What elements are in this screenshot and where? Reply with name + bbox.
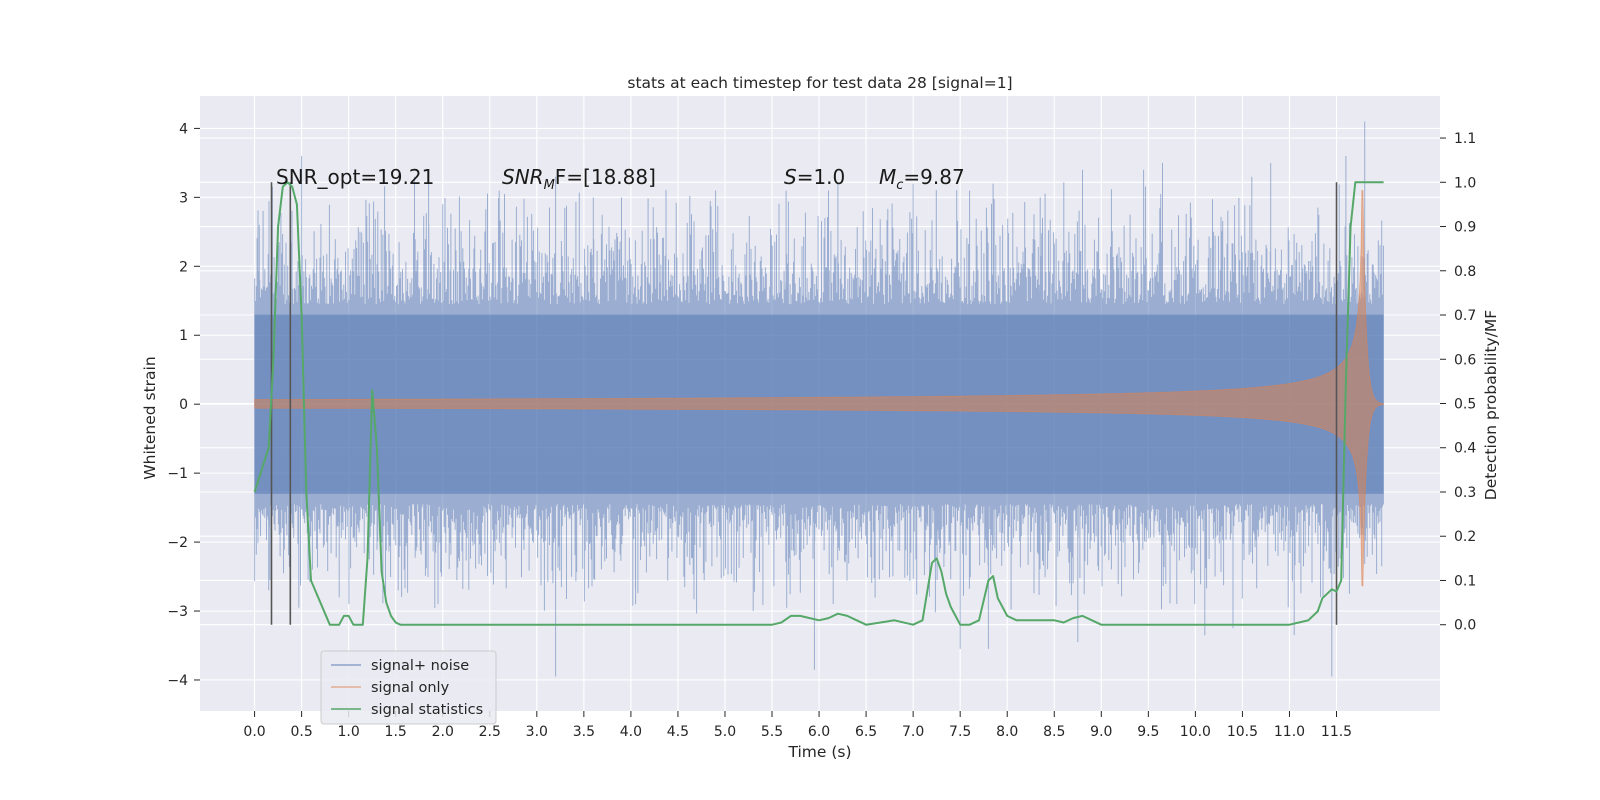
y-axis-label: Whitened strain [141, 356, 159, 479]
chart-title: stats at each timestep for test data 28 … [627, 74, 1012, 92]
annotation-mc: Mc=9.87 [879, 165, 965, 193]
x-tick-label: 2.5 [479, 724, 501, 740]
annotation-snr-mf: SNRMF=[18.88] [502, 165, 656, 193]
y-right-tick-label: 1.0 [1454, 175, 1476, 191]
y-right-axis-label: Detection probability/MF [1482, 310, 1500, 501]
x-tick-label: 5.5 [761, 724, 783, 740]
x-tick-label: 4.5 [667, 724, 689, 740]
series-layer [253, 121, 1384, 677]
y-right-tick-label: 0.2 [1454, 529, 1476, 545]
y-tick-label: −1 [167, 466, 188, 482]
y-right-tick-label: 0.1 [1454, 573, 1476, 589]
legend-label-signal-noise: signal+ noise [371, 658, 469, 674]
y-tick-label: 1 [179, 328, 188, 344]
y-tick-label: 2 [179, 259, 188, 275]
x-tick-label: 11.5 [1321, 724, 1352, 740]
legend: signal+ noise signal only signal statist… [320, 650, 497, 725]
x-tick-label: 7.5 [949, 724, 971, 740]
x-tick-label: 7.0 [902, 724, 924, 740]
legend-box [320, 650, 497, 725]
y-tick-label: 0 [179, 397, 188, 413]
annotation-snr-opt: SNR_opt=19.21 [276, 165, 434, 189]
y-tick-label: 4 [179, 121, 188, 137]
y-right-tick-label: 0.3 [1454, 485, 1476, 501]
x-tick-label: 10.5 [1227, 724, 1258, 740]
x-tick-label: 2.0 [432, 724, 454, 740]
legend-label-signal-statistics: signal statistics [371, 702, 483, 718]
axes-layer: 0.0 0.5 1.0 1.5 2.0 2.5 3.0 3.5 4.0 4.5 5.0 5.5 6.0 6… [167, 121, 1476, 740]
y-right-tick-label: 1.1 [1454, 131, 1476, 147]
annotation-s: S=1.0 [784, 165, 845, 189]
x-tick-label: 9.5 [1137, 724, 1159, 740]
x-tick-label: 5.0 [714, 724, 736, 740]
series-signal-statistics [253, 181, 1384, 626]
x-axis-label: Time (s) [787, 743, 851, 761]
x-tick-label: 1.5 [385, 724, 407, 740]
x-tick-label: 0.5 [290, 724, 312, 740]
x-tick-label: 6.5 [855, 724, 877, 740]
x-tick-label: 3.5 [573, 724, 595, 740]
x-tick-label: 8.0 [996, 724, 1018, 740]
series-signal-only [254, 190, 1384, 587]
y-right-tick-label: 0.0 [1454, 618, 1476, 634]
y-right-tick-label: 0.4 [1454, 441, 1476, 457]
y-right-tick-label: 0.9 [1454, 220, 1476, 236]
x-tick-label: 0.0 [243, 724, 265, 740]
y-right-tick-label: 0.5 [1454, 397, 1476, 413]
y-tick-label: −2 [167, 535, 188, 551]
x-tick-label: 9.0 [1090, 724, 1112, 740]
legend-label-signal-only: signal only [371, 680, 450, 696]
x-tick-label: 4.0 [620, 724, 642, 740]
y-tick-label: 3 [179, 190, 188, 206]
x-tick-label: 3.0 [526, 724, 548, 740]
x-tick-label: 1.0 [338, 724, 360, 740]
x-tick-label: 6.0 [808, 724, 830, 740]
y-tick-label: −4 [167, 673, 188, 689]
x-tick-label: 11.0 [1274, 724, 1305, 740]
y-right-tick-label: 0.8 [1454, 264, 1476, 280]
x-tick-label: 8.5 [1043, 724, 1065, 740]
y-right-tick-label: 0.6 [1454, 352, 1476, 368]
x-tick-label: 10.0 [1180, 724, 1211, 740]
y-right-tick-label: 0.7 [1454, 308, 1476, 324]
y-tick-label: −3 [167, 604, 188, 620]
